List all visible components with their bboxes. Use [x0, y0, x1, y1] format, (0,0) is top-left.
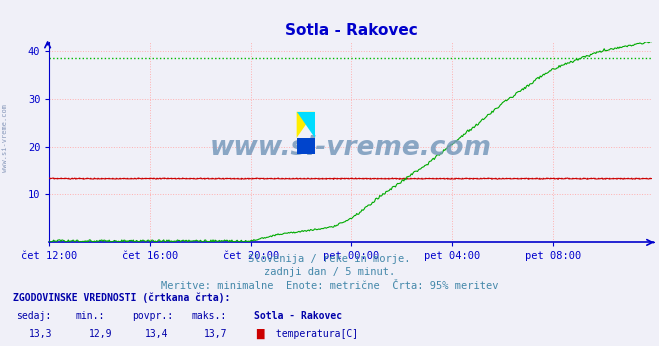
- Text: 12,9: 12,9: [88, 329, 112, 339]
- Text: www.si-vreme.com: www.si-vreme.com: [2, 104, 9, 172]
- Text: █: █: [256, 329, 263, 339]
- Text: min.:: min.:: [76, 311, 105, 321]
- Text: sedaj:: sedaj:: [16, 311, 51, 321]
- Text: maks.:: maks.:: [191, 311, 226, 321]
- Polygon shape: [297, 112, 315, 138]
- Polygon shape: [297, 138, 315, 154]
- Text: povpr.:: povpr.:: [132, 311, 173, 321]
- Text: ZGODOVINSKE VREDNOSTI (črtkana črta):: ZGODOVINSKE VREDNOSTI (črtkana črta):: [13, 292, 231, 303]
- Text: Sotla - Rakovec: Sotla - Rakovec: [254, 311, 342, 321]
- Title: Sotla - Rakovec: Sotla - Rakovec: [285, 22, 417, 38]
- Text: www.si-vreme.com: www.si-vreme.com: [210, 135, 492, 161]
- Text: Meritve: minimalne  Enote: metrične  Črta: 95% meritev: Meritve: minimalne Enote: metrične Črta:…: [161, 281, 498, 291]
- Polygon shape: [297, 112, 315, 138]
- Text: Slovenija / reke in morje.: Slovenija / reke in morje.: [248, 254, 411, 264]
- Text: 13,4: 13,4: [144, 329, 168, 339]
- Text: 13,3: 13,3: [29, 329, 53, 339]
- Text: temperatura[C]: temperatura[C]: [270, 329, 358, 339]
- Text: 13,7: 13,7: [204, 329, 227, 339]
- Text: zadnji dan / 5 minut.: zadnji dan / 5 minut.: [264, 267, 395, 277]
